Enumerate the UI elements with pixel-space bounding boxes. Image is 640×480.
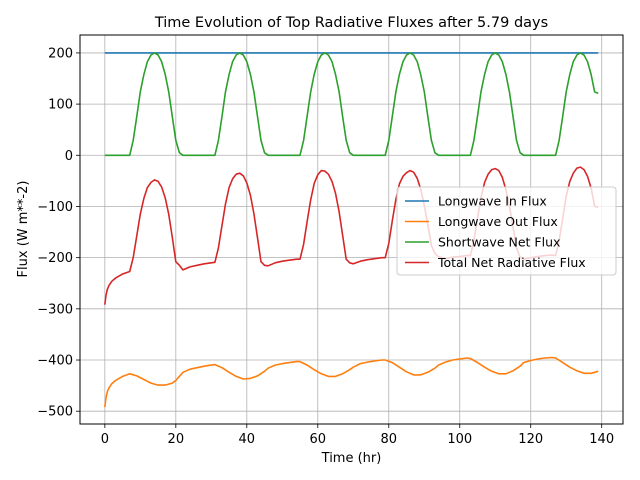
x-tick-label: 80 [380,432,397,447]
x-tick-label: 60 [310,432,327,447]
series-line-shortwave-net-flux [104,52,599,157]
x-tick-label: 140 [589,432,614,447]
legend-label-longwave-in-flux: Longwave In Flux [438,194,547,209]
y-tick-label: −400 [37,354,73,369]
y-tick-label: 100 [48,98,73,113]
legend-label-shortwave-net-flux: Shortwave Net Flux [438,235,560,250]
x-tick-label: 0 [101,432,109,447]
legend-label-total-net-radiative-flux: Total Net Radiative Flux [437,255,586,270]
y-tick-label: 200 [48,46,73,61]
x-tick-label: 120 [518,432,543,447]
legend-label-longwave-out-flux: Longwave Out Flux [438,214,558,229]
y-axis-label: Flux (W m**-2) [16,181,31,278]
axes-frame [79,34,624,425]
x-tick-label: 40 [239,432,256,447]
y-tick-label: −100 [37,200,73,215]
x-tick-label: 100 [447,432,472,447]
chart-title: Time Evolution of Top Radiative Fluxes a… [154,15,548,31]
x-axis-label: Time (hr) [321,451,382,466]
legend-frame [396,186,617,276]
ticks: 0 20 40 60 80 100 120 140 −500 −400 −300 −200 −100 0 1… [37,46,614,447]
y-tick-label: −300 [37,302,73,317]
legend: Longwave In Flux Longwave Out Flux Shortwa… [396,186,617,276]
y-tick-label: −200 [37,251,73,266]
y-tick-label: −500 [37,405,73,420]
series-line-longwave-out-flux [104,356,599,408]
x-tick-label: 20 [168,432,185,447]
series-lines [104,52,599,408]
y-tick-label: 0 [65,149,73,164]
